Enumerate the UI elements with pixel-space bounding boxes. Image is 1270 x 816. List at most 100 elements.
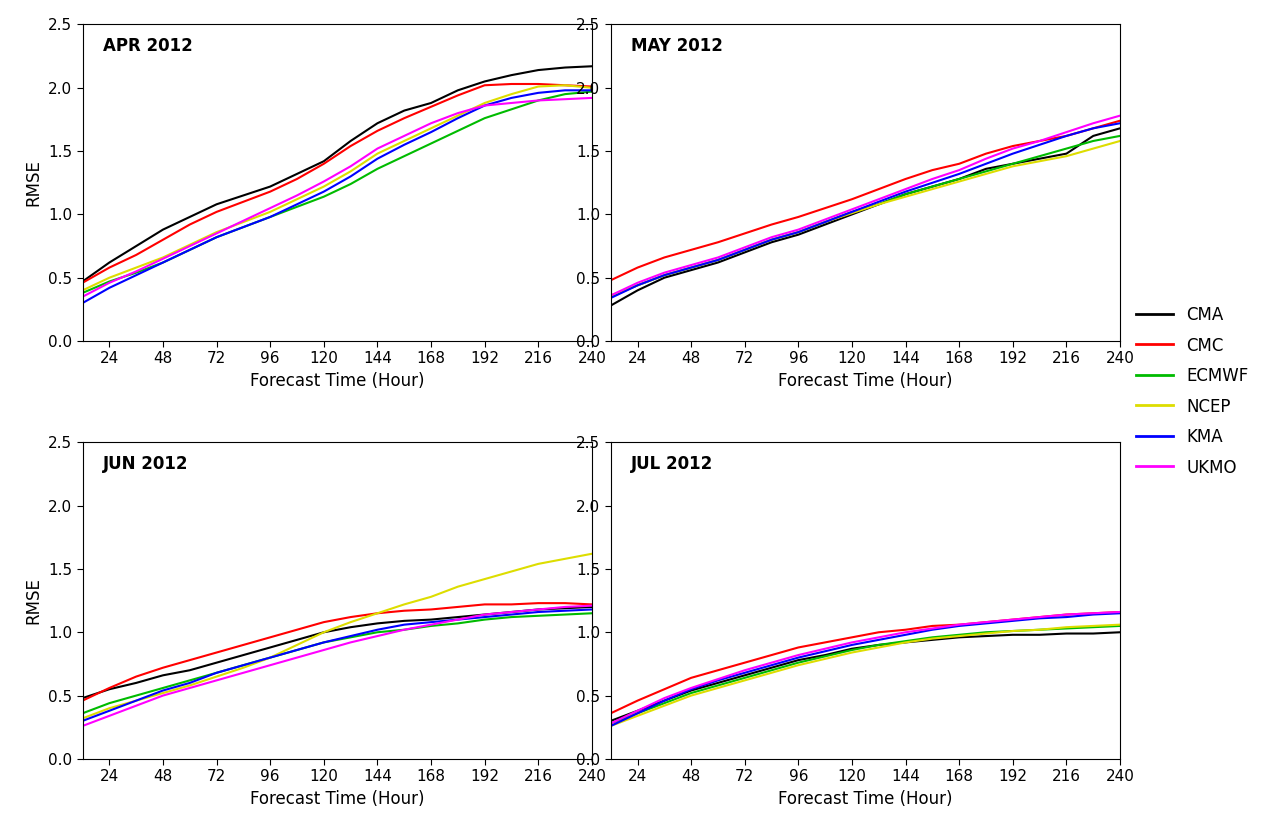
CMC — [343, 612, 358, 622]
NCEP — [845, 648, 860, 658]
KMA — [316, 187, 331, 197]
KMA — [128, 696, 144, 706]
ECMWF — [898, 636, 913, 646]
CMA — [898, 637, 913, 647]
KMA — [710, 255, 725, 265]
KMA — [871, 197, 886, 206]
CMA — [558, 603, 573, 613]
KMA — [396, 140, 411, 149]
UKMO — [683, 260, 698, 270]
CMC — [871, 628, 886, 637]
ECMWF — [951, 630, 966, 640]
ECMWF — [737, 245, 752, 255]
UKMO — [531, 95, 546, 105]
ECMWF — [370, 164, 385, 174]
KMA — [1059, 612, 1074, 622]
NCEP — [683, 690, 698, 700]
NCEP — [603, 290, 618, 300]
NCEP — [630, 711, 645, 721]
UKMO — [978, 617, 993, 627]
CMA — [791, 655, 806, 665]
NCEP — [263, 653, 278, 663]
CMA — [791, 230, 806, 240]
KMA — [584, 86, 599, 95]
CMA — [871, 199, 886, 209]
UKMO — [128, 267, 144, 277]
KMA — [236, 660, 251, 670]
NCEP — [737, 245, 752, 255]
NCEP — [657, 270, 672, 280]
KMA — [1006, 149, 1021, 158]
NCEP — [263, 207, 278, 217]
CMC — [290, 625, 305, 635]
ECMWF — [603, 719, 618, 729]
CMA — [128, 678, 144, 688]
ECMWF — [1086, 136, 1101, 146]
UKMO — [584, 601, 599, 610]
UKMO — [182, 683, 197, 693]
UKMO — [210, 228, 225, 238]
ECMWF — [75, 708, 90, 718]
NCEP — [630, 281, 645, 290]
CMC — [925, 165, 940, 175]
KMA — [1086, 123, 1101, 133]
Line: KMA: KMA — [611, 123, 1120, 298]
CMA — [102, 258, 117, 268]
NCEP — [236, 663, 251, 672]
ECMWF — [155, 683, 170, 693]
CMA — [558, 63, 573, 73]
Line: KMA: KMA — [83, 610, 592, 721]
KMA — [584, 605, 599, 614]
CMC — [423, 605, 438, 614]
ECMWF — [423, 621, 438, 631]
UKMO — [451, 614, 466, 624]
NCEP — [818, 217, 833, 227]
CMA — [1006, 159, 1021, 169]
CMC — [951, 620, 966, 630]
UKMO — [898, 184, 913, 194]
Line: ECMWF: ECMWF — [611, 136, 1120, 297]
CMA — [737, 671, 752, 681]
ECMWF — [978, 628, 993, 637]
UKMO — [128, 701, 144, 711]
ECMWF — [182, 676, 197, 685]
KMA — [478, 612, 493, 622]
NCEP — [1033, 157, 1048, 166]
CMC — [1086, 609, 1101, 619]
CMA — [478, 610, 493, 619]
ECMWF — [871, 199, 886, 209]
KMA — [683, 685, 698, 694]
ECMWF — [1059, 623, 1074, 633]
CMC — [791, 212, 806, 222]
KMA — [630, 708, 645, 718]
CMC — [370, 609, 385, 619]
CMC — [478, 600, 493, 610]
ECMWF — [657, 270, 672, 280]
UKMO — [657, 694, 672, 703]
Line: KMA: KMA — [83, 91, 592, 303]
NCEP — [102, 273, 117, 282]
UKMO — [478, 100, 493, 110]
CMC — [236, 197, 251, 206]
KMA — [818, 217, 833, 227]
UKMO — [478, 610, 493, 619]
UKMO — [182, 242, 197, 251]
ECMWF — [978, 166, 993, 176]
CMC — [210, 207, 225, 217]
CMC — [531, 598, 546, 608]
NCEP — [504, 566, 519, 576]
UKMO — [683, 683, 698, 693]
UKMO — [423, 118, 438, 128]
UKMO — [791, 650, 806, 660]
Line: ECMWF: ECMWF — [83, 614, 592, 713]
KMA — [290, 645, 305, 655]
ECMWF — [504, 612, 519, 622]
UKMO — [343, 637, 358, 647]
UKMO — [630, 278, 645, 288]
CMA — [765, 237, 780, 247]
Text: JUN 2012: JUN 2012 — [103, 455, 188, 473]
NCEP — [898, 192, 913, 202]
CMA — [925, 182, 940, 192]
UKMO — [737, 242, 752, 252]
UKMO — [603, 290, 618, 300]
